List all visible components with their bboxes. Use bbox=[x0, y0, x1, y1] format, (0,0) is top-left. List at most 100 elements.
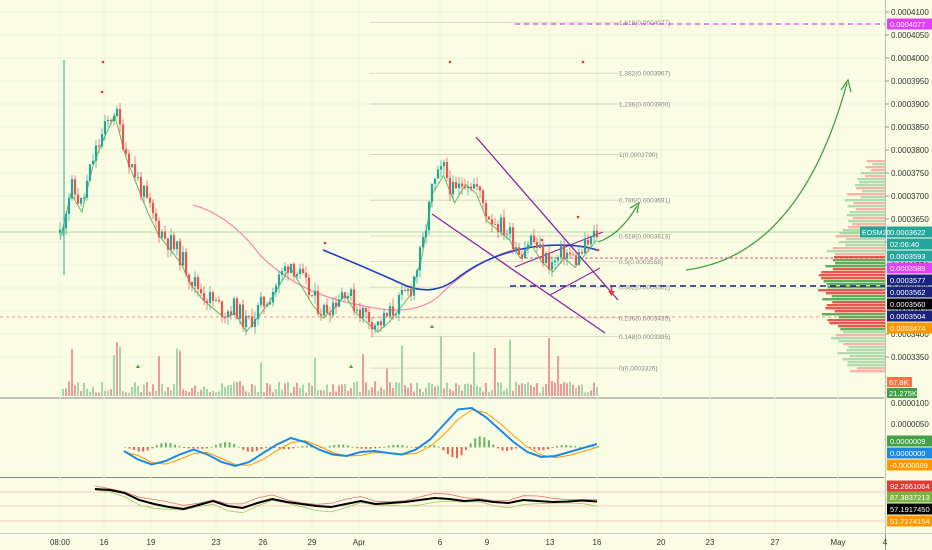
candle-body[interactable] bbox=[502, 217, 506, 235]
candle-body[interactable] bbox=[145, 185, 149, 198]
candle-body[interactable] bbox=[418, 247, 422, 271]
candle-body[interactable] bbox=[505, 233, 509, 235]
candle-body[interactable] bbox=[94, 145, 98, 161]
candle-body[interactable] bbox=[577, 251, 581, 265]
candle-body[interactable] bbox=[250, 316, 254, 327]
candle-body[interactable] bbox=[187, 274, 191, 283]
candle-body[interactable] bbox=[370, 322, 374, 330]
candle-body[interactable] bbox=[301, 268, 305, 273]
candle-body[interactable] bbox=[184, 252, 188, 275]
candle-body[interactable] bbox=[463, 186, 467, 189]
candle-body[interactable] bbox=[265, 304, 269, 307]
stochastic-pane[interactable] bbox=[0, 479, 885, 532]
channel-lower-line[interactable] bbox=[431, 213, 606, 334]
candle-body[interactable] bbox=[322, 304, 326, 316]
candle-body[interactable] bbox=[397, 294, 401, 315]
candle-body[interactable] bbox=[379, 321, 383, 326]
candle-body[interactable] bbox=[475, 184, 479, 187]
candle-body[interactable] bbox=[580, 251, 584, 254]
candle-body[interactable] bbox=[352, 289, 356, 311]
candle-body[interactable] bbox=[304, 272, 308, 278]
candle-body[interactable] bbox=[271, 291, 275, 303]
price-pane[interactable] bbox=[0, 0, 885, 397]
candle-body[interactable] bbox=[337, 299, 341, 307]
candle-body[interactable] bbox=[535, 241, 539, 248]
candle-body[interactable] bbox=[409, 288, 413, 296]
candle-body[interactable] bbox=[589, 237, 593, 245]
down-arrow-marker[interactable] bbox=[608, 291, 615, 296]
candle-body[interactable] bbox=[169, 235, 173, 250]
candle-body[interactable] bbox=[253, 319, 257, 327]
candle-body[interactable] bbox=[136, 177, 140, 178]
candle-body[interactable] bbox=[211, 292, 215, 301]
candle-body[interactable] bbox=[205, 300, 209, 303]
candle-body[interactable] bbox=[310, 294, 314, 296]
candle-body[interactable] bbox=[391, 306, 395, 316]
stoch-fast-line[interactable] bbox=[94, 485, 598, 506]
candle-body[interactable] bbox=[553, 260, 557, 263]
candle-body[interactable] bbox=[268, 302, 272, 305]
candle-body[interactable] bbox=[349, 289, 353, 296]
candle-body[interactable] bbox=[61, 228, 65, 230]
candle-body[interactable] bbox=[226, 311, 230, 318]
candle-body[interactable] bbox=[328, 313, 332, 316]
candle-body[interactable] bbox=[346, 295, 350, 299]
candle-body[interactable] bbox=[406, 288, 410, 291]
candle-body[interactable] bbox=[520, 254, 524, 258]
candle-body[interactable] bbox=[292, 263, 296, 277]
candle-body[interactable] bbox=[538, 244, 542, 248]
candle-body[interactable] bbox=[481, 190, 485, 204]
channel-mid-line[interactable] bbox=[549, 267, 601, 296]
candle-body[interactable] bbox=[295, 274, 299, 277]
candle-body[interactable] bbox=[142, 185, 146, 197]
channel-upper-line[interactable] bbox=[475, 136, 619, 301]
candle-body[interactable] bbox=[436, 169, 440, 179]
candle-body[interactable] bbox=[586, 239, 590, 245]
candle-body[interactable] bbox=[277, 274, 281, 286]
macd-line[interactable] bbox=[123, 406, 598, 468]
candle-body[interactable] bbox=[196, 277, 200, 290]
candle-body[interactable] bbox=[124, 149, 128, 154]
candle-body[interactable] bbox=[181, 252, 185, 266]
candle-body[interactable] bbox=[298, 268, 302, 275]
candle-body[interactable] bbox=[97, 145, 101, 147]
candle-body[interactable] bbox=[127, 153, 131, 168]
candle-body[interactable] bbox=[256, 305, 260, 320]
candle-body[interactable] bbox=[325, 304, 329, 314]
candle-body[interactable] bbox=[106, 119, 110, 122]
candle-body[interactable] bbox=[244, 315, 248, 328]
candle-body[interactable] bbox=[154, 213, 158, 221]
candle-body[interactable] bbox=[442, 162, 446, 167]
candle-body[interactable] bbox=[367, 312, 371, 323]
candle-body[interactable] bbox=[334, 302, 338, 307]
candle-body[interactable] bbox=[469, 186, 473, 189]
candle-body[interactable] bbox=[460, 183, 464, 187]
candle-body[interactable] bbox=[76, 194, 80, 204]
candle-body[interactable] bbox=[193, 277, 197, 287]
projection-arrowhead[interactable] bbox=[840, 78, 852, 93]
candle-body[interactable] bbox=[526, 244, 530, 250]
candle-body[interactable] bbox=[478, 186, 482, 191]
candle-body[interactable] bbox=[595, 230, 599, 238]
candle-body[interactable] bbox=[448, 177, 452, 195]
candle-body[interactable] bbox=[307, 277, 311, 295]
candle-body[interactable] bbox=[79, 197, 83, 204]
candle-body[interactable] bbox=[232, 298, 236, 315]
candle-body[interactable] bbox=[70, 179, 74, 199]
stoch-main-line[interactable] bbox=[94, 488, 598, 511]
candle-body[interactable] bbox=[190, 282, 194, 287]
candle-body[interactable] bbox=[259, 296, 263, 306]
candle-body[interactable] bbox=[487, 216, 491, 220]
candle-body[interactable] bbox=[355, 309, 359, 311]
candle-body[interactable] bbox=[175, 241, 179, 250]
candle-body[interactable] bbox=[445, 162, 449, 178]
moving-average-blue[interactable] bbox=[322, 244, 598, 291]
candle-body[interactable] bbox=[424, 230, 428, 238]
candle-body[interactable] bbox=[457, 183, 461, 189]
candle-body[interactable] bbox=[139, 177, 143, 197]
candle-body[interactable] bbox=[583, 239, 587, 254]
candle-body[interactable] bbox=[214, 299, 218, 301]
candle-body[interactable] bbox=[178, 241, 182, 266]
candle-body[interactable] bbox=[382, 312, 386, 326]
candle-body[interactable] bbox=[160, 231, 164, 238]
